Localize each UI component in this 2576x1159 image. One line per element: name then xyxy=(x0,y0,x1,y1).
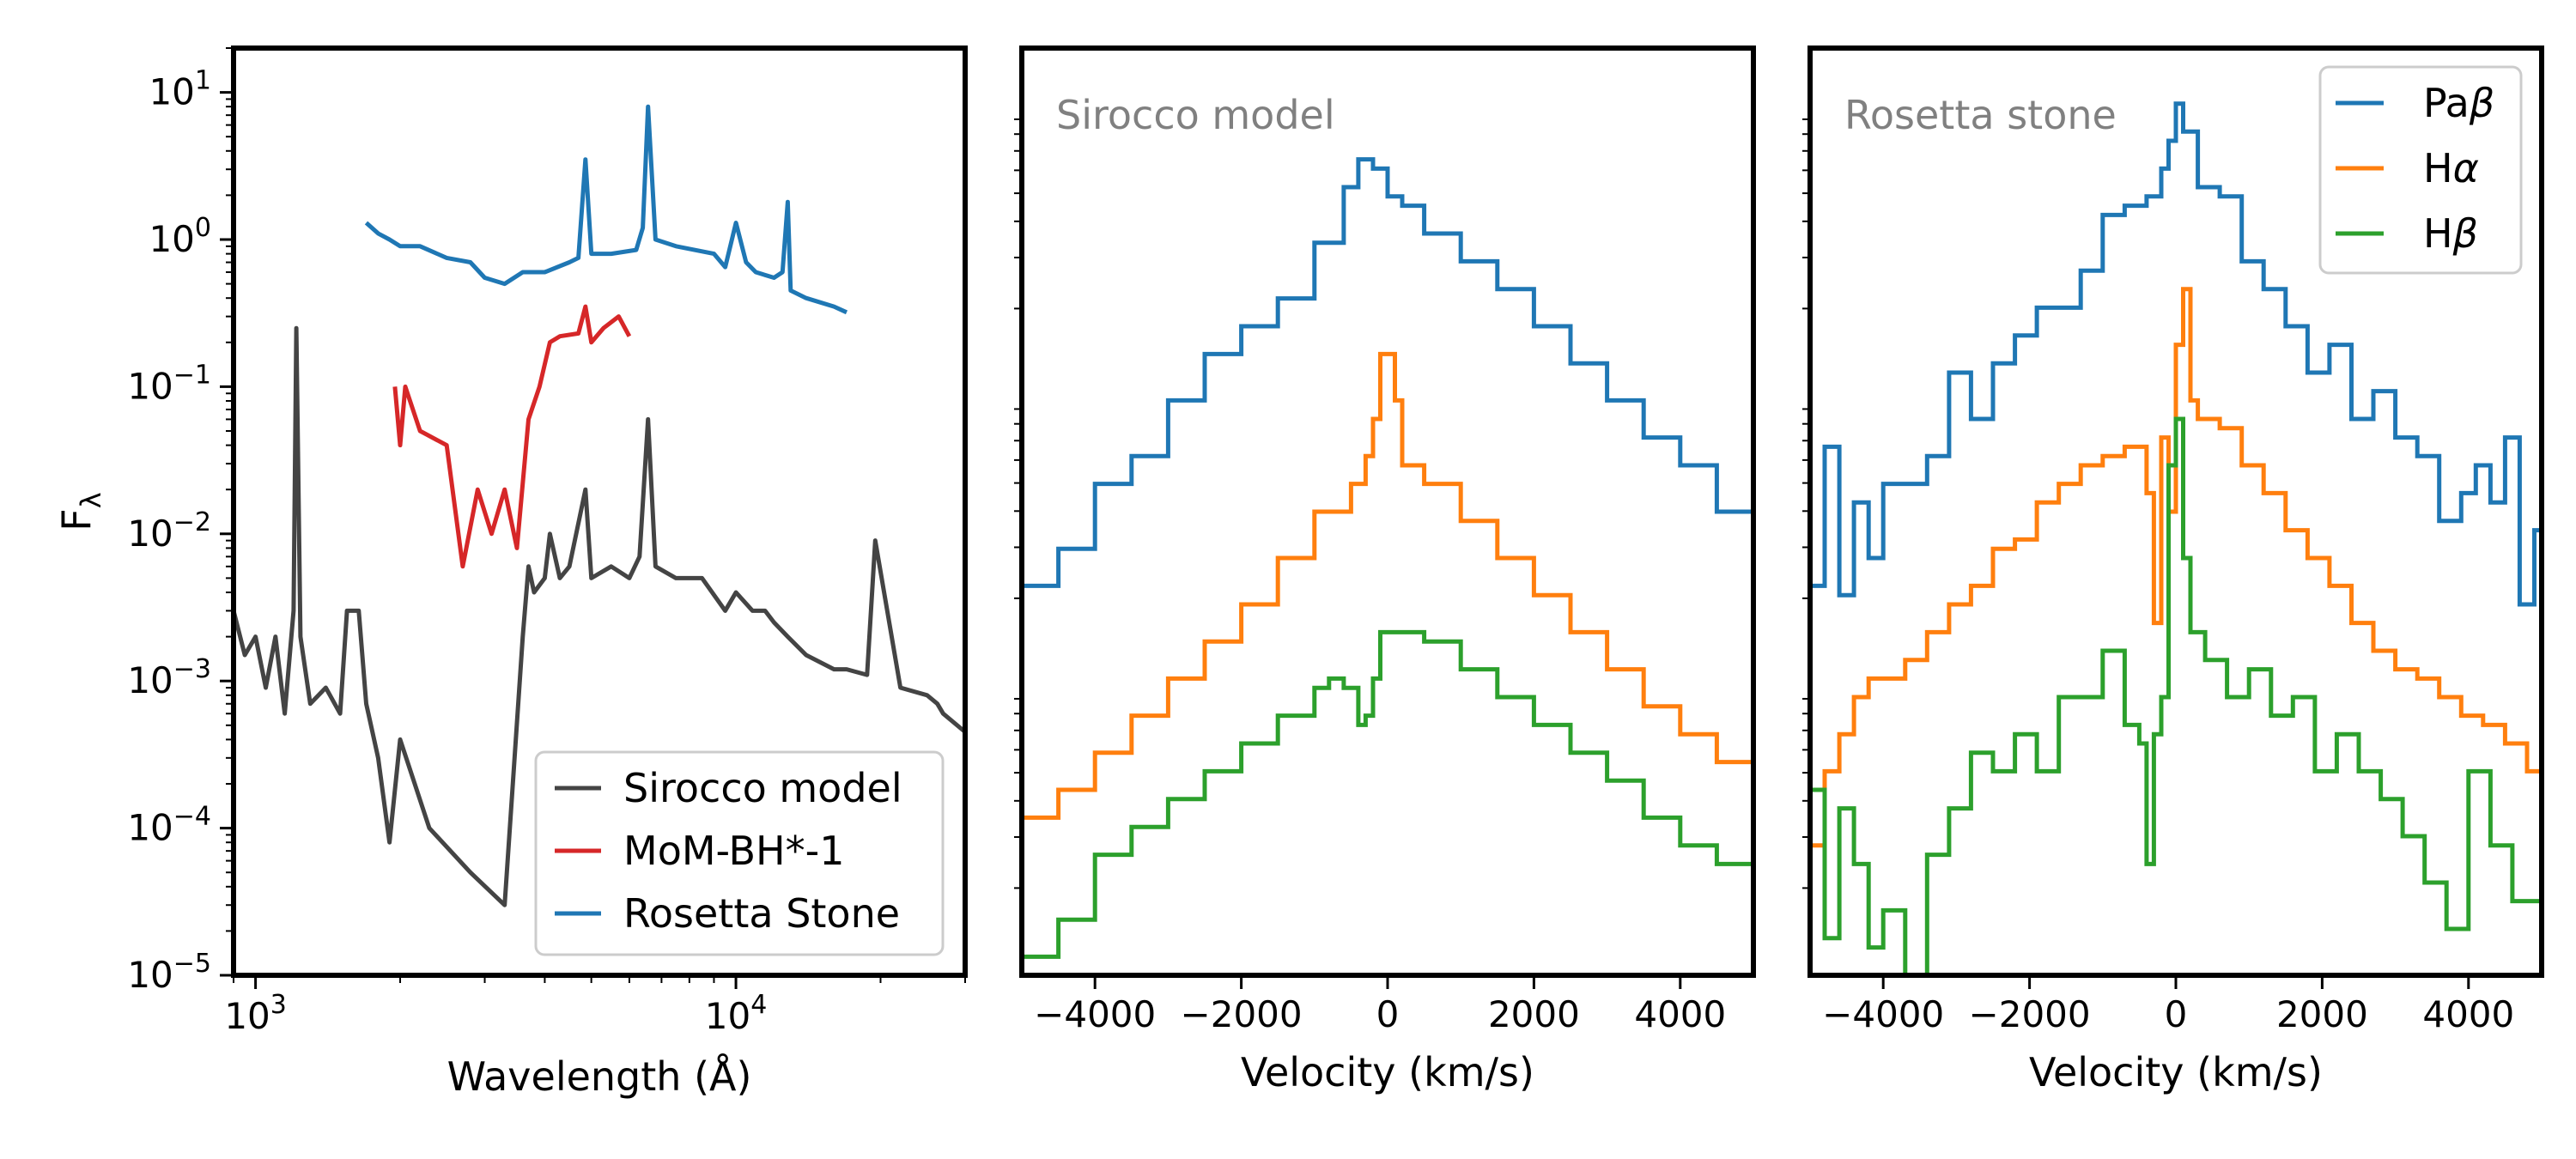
x-tick-label: 4000 xyxy=(1634,993,1726,1035)
x-tick-label: 103 xyxy=(224,990,287,1037)
y-tick-label: 10−5 xyxy=(127,949,211,996)
series-step-rosetta-stone-h-beta xyxy=(1810,416,2542,975)
panel-spectrum-xlabel: Wavelength (Å) xyxy=(447,1053,752,1100)
legend-label-sirocco-model: Sirocco model xyxy=(623,765,902,811)
x-tick-label: −2000 xyxy=(1969,993,2091,1035)
y-tick-label: 10−2 xyxy=(127,507,211,555)
y-tick-label: 10−1 xyxy=(127,360,211,407)
panel-spectrum: 103 104 101 100 10−1 10−2 10−3 10−4 10−5 Wavele… xyxy=(53,46,968,1100)
y-tick-label: 101 xyxy=(149,66,211,113)
panel-spectrum-frame xyxy=(231,46,968,978)
x-tick-label: 0 xyxy=(2165,993,2188,1035)
series-line-rosetta-stone xyxy=(364,104,848,315)
x-tick-label: 2000 xyxy=(1488,993,1580,1035)
series-step-sirocco-model-h-beta xyxy=(1022,629,1753,959)
series-step-rosetta-stone-h-alpha xyxy=(1810,287,2542,848)
x-tick-label: 2000 xyxy=(2276,993,2368,1035)
x-tick-label: 0 xyxy=(1376,993,1400,1035)
series-line-mom-bh-1 xyxy=(392,304,632,569)
legend-label-pa-beta: Paβ xyxy=(2423,80,2494,126)
panel-rosetta-xlabel: Velocity (km/s) xyxy=(2029,1049,2323,1095)
x-tick-label: −2000 xyxy=(1181,993,1303,1035)
panel-spectrum-ylabel: Fλ xyxy=(53,492,107,531)
series-step-sirocco-model-h-alpha xyxy=(1022,351,1753,820)
series-line-sirocco-model xyxy=(234,325,965,907)
series-step-sirocco-model-pa-beta xyxy=(1022,157,1753,588)
legend-label-h-alpha: Hα xyxy=(2423,145,2479,191)
panel-spectrum-legend: Sirocco model MoM-BH*-1 Rosetta Stone xyxy=(534,750,945,956)
legend-label-rosetta-stone: Rosetta Stone xyxy=(623,890,900,937)
x-tick-label: 4000 xyxy=(2422,993,2514,1035)
panel-sirocco-xlabel: Velocity (km/s) xyxy=(1241,1049,1534,1095)
panel-sirocco-velocity: −4000 −2000 0 2000 4000 Sirocco model Veloci… xyxy=(1014,46,1756,1095)
x-tick-label: −4000 xyxy=(1034,993,1156,1035)
x-tick-label: −4000 xyxy=(1822,993,1944,1035)
y-tick-label: 10−3 xyxy=(127,654,211,701)
panel-rosetta-legend: Paβ Hα Hβ xyxy=(2318,65,2523,275)
panel-sirocco-title: Sirocco model xyxy=(1056,92,1335,138)
series-step-rosetta-stone-pa-beta xyxy=(1810,101,2542,607)
y-tick-label: 10−4 xyxy=(127,802,211,849)
legend-label-mom-bh-1: MoM-BH*-1 xyxy=(623,828,845,874)
x-tick-label: 104 xyxy=(705,990,768,1037)
legend-label-h-beta: Hβ xyxy=(2423,210,2478,257)
panel-rosetta-title: Rosetta stone xyxy=(1844,92,2117,138)
panel-rosetta-velocity: −4000 −2000 0 2000 4000 Rosetta stone Veloci… xyxy=(1802,46,2544,1095)
y-tick-label: 100 xyxy=(149,213,211,260)
